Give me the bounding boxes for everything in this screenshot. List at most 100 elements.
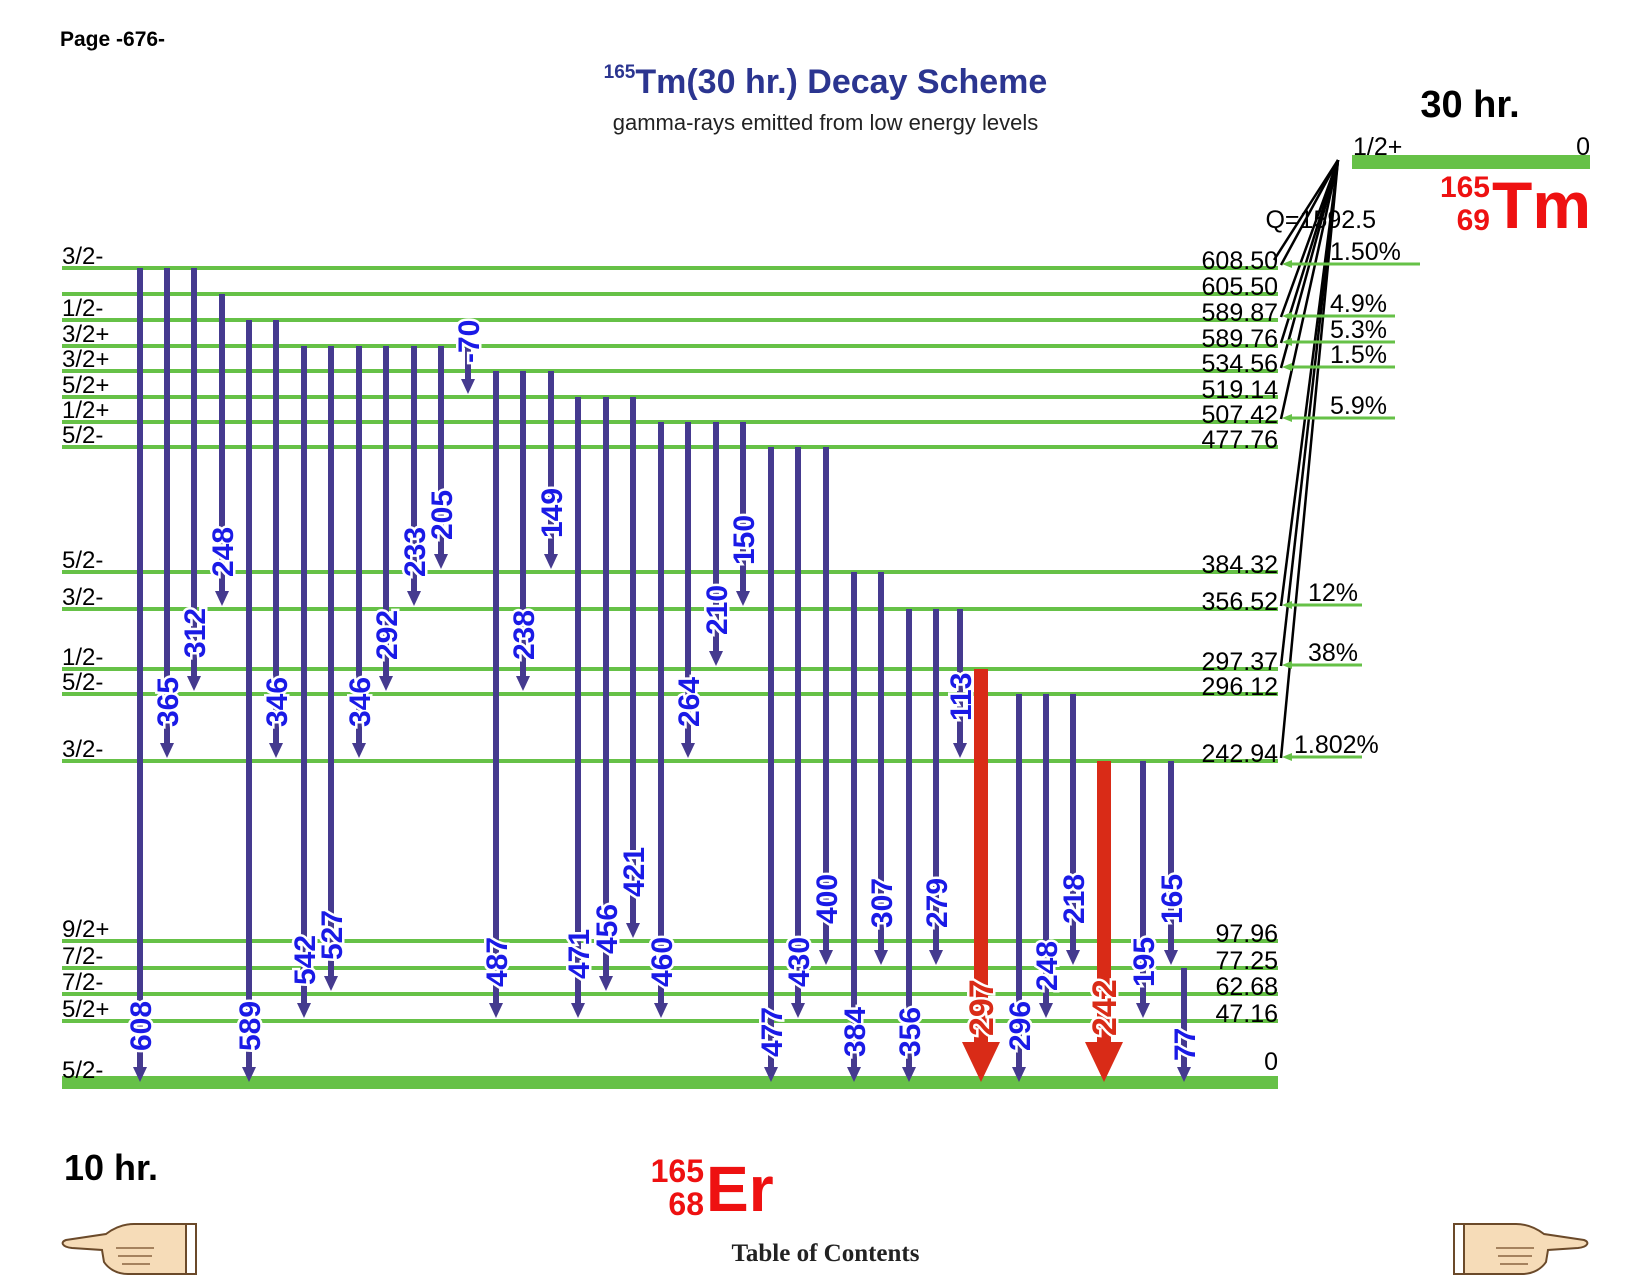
gamma-line [851, 572, 857, 1067]
feeding-percentage: 4.9% [1330, 290, 1387, 318]
pointing-hand-left-icon[interactable] [58, 1218, 198, 1278]
gamma-arrowhead [654, 1003, 668, 1018]
gamma-energy-label: 205 [426, 490, 459, 540]
feeding-percentage: 1.5% [1330, 341, 1387, 369]
level-energy: 296.12 [1202, 673, 1278, 701]
parent-half-life: 30 hr. [1420, 84, 1519, 126]
gamma-energy-label: 210 [701, 585, 734, 635]
gamma-line [1070, 694, 1076, 950]
level-line [62, 445, 1278, 449]
page-subtitle: gamma-rays emitted from low energy level… [612, 110, 1039, 135]
gamma-arrowhead [489, 1003, 503, 1018]
gamma-line [465, 346, 471, 379]
gamma-energy-label: 150 [728, 515, 761, 565]
gamma-arrowhead [1136, 1003, 1150, 1018]
level-spin: 7/2- [62, 969, 103, 996]
level-line [62, 266, 1278, 270]
gamma-arrowhead [516, 676, 530, 691]
gamma-energy-label: 460 [646, 937, 679, 987]
gamma-line [246, 320, 252, 1067]
level-energy: 605.50 [1202, 273, 1278, 301]
gamma-line [823, 447, 829, 950]
gamma-line [1181, 968, 1187, 1067]
level-line [62, 607, 1278, 611]
gamma-energy-label: 527 [316, 910, 349, 960]
gamma-line [493, 371, 499, 1003]
gamma-arrowhead [791, 1003, 805, 1018]
gamma-arrowhead [736, 591, 750, 606]
level-energy: 519.14 [1202, 376, 1279, 404]
level-line [62, 570, 1278, 574]
gamma-energy-label: 421 [618, 847, 651, 897]
gamma-line [383, 346, 389, 676]
gamma-arrowhead [1177, 1067, 1191, 1082]
gamma-line [933, 609, 939, 950]
gamma-line [713, 422, 719, 651]
level-line [62, 1076, 1278, 1089]
level-energy: 507.42 [1202, 401, 1278, 429]
gamma-line [974, 669, 988, 1042]
gamma-energy-label: 430 [783, 937, 816, 987]
q-value-line [1272, 159, 1340, 261]
level-energy: 589.87 [1202, 299, 1278, 327]
pointing-hand-right-icon[interactable] [1452, 1218, 1592, 1278]
gamma-energy-label: 165 [1156, 874, 1189, 924]
gamma-arrowhead [407, 591, 421, 606]
level-energy: 242.94 [1202, 740, 1279, 768]
level-line [62, 667, 1278, 671]
feeding-arrowhead [1282, 414, 1292, 422]
gamma-energy-label: 471 [563, 929, 596, 979]
gamma-line [603, 397, 609, 976]
beta-feeding-line [1279, 159, 1340, 667]
level-line [62, 292, 1278, 296]
gamma-energy-label: 346 [261, 677, 294, 727]
level-spin: 3/2- [62, 243, 103, 270]
parent-nuclide-block: 30 hr. 1/2+ 0 165 69 Tm Q=1592.5 [1265, 84, 1591, 242]
level-line [62, 966, 1278, 970]
gamma-line [301, 346, 307, 1003]
daughter-symbol: Er [706, 1153, 774, 1225]
feeding-arrowhead [1282, 601, 1292, 609]
gamma-energy-label: 264 [673, 677, 706, 727]
level-energy: 608.50 [1202, 247, 1278, 275]
gamma-arrowhead [297, 1003, 311, 1018]
level-spin: 5/2- [62, 669, 103, 696]
gamma-arrowhead [571, 1003, 585, 1018]
gamma-arrowhead [599, 976, 613, 991]
gamma-energy-label: 456 [591, 904, 624, 954]
gamma-line [137, 268, 143, 1067]
daughter-mass-number: 165 [651, 1153, 704, 1189]
gamma-energy-label: 312 [179, 608, 212, 658]
gamma-arrowhead [626, 923, 640, 938]
table-of-contents-link[interactable]: Table of Contents [731, 1240, 920, 1267]
gamma-line [658, 422, 664, 1003]
gamma-arrowhead [379, 676, 393, 691]
level-energy: 47.16 [1215, 1000, 1278, 1028]
beta-feeding-line [1279, 159, 1340, 266]
gamma-line [575, 397, 581, 1003]
gamma-energy-label: 195 [1128, 937, 1161, 987]
feeding-arrowhead [1282, 661, 1292, 669]
gamma-arrowhead [953, 743, 967, 758]
level-spin: 1/2- [62, 295, 103, 322]
level-line [62, 369, 1278, 373]
gamma-energy-label: 292 [371, 610, 404, 660]
level-energy: 297.37 [1202, 648, 1278, 676]
gamma-line [768, 447, 774, 1067]
daughter-nuclide-block: 10 hr. 165 68 Er [64, 1147, 774, 1225]
gamma-energy-label: 589 [234, 1001, 267, 1051]
gamma-arrowhead [242, 1067, 256, 1082]
gamma-energy-label: 238 [508, 610, 541, 660]
gamma-arrowhead [1066, 950, 1080, 965]
level-spin: 5/2- [62, 1057, 103, 1084]
gamma-energy-label: 400 [811, 874, 844, 924]
daughter-atomic-number: 68 [668, 1186, 704, 1222]
gamma-arrowhead [962, 1042, 1000, 1082]
gamma-energy-label: -70 [453, 320, 486, 363]
level-energy: 77.25 [1215, 947, 1278, 975]
parent-symbol: Tm [1492, 168, 1591, 242]
gamma-energy-label: 242 [1086, 979, 1124, 1036]
level-spin: 3/2- [62, 584, 103, 611]
